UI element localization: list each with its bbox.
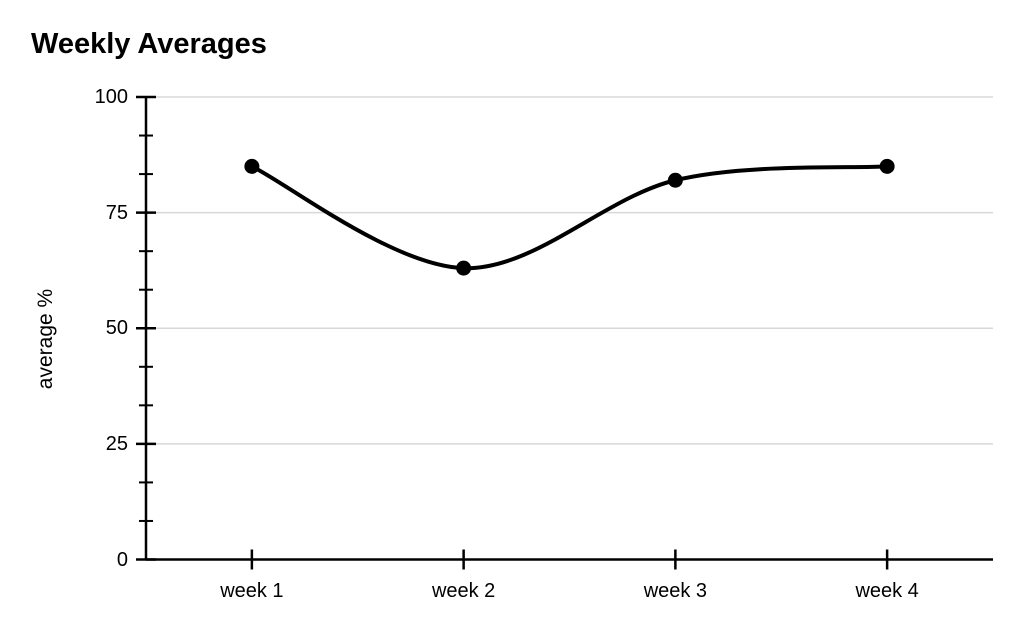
x-tick-label-week-1: week 1: [220, 579, 284, 602]
y-tick-label-100: 100: [94, 86, 128, 108]
y-tick-label-0: 0: [116, 548, 128, 571]
series-line: [249, 164, 890, 271]
y-tick-label-50: 50: [105, 317, 128, 340]
data-point-week-3: [667, 172, 683, 188]
y-tick-label-75: 75: [105, 201, 128, 224]
data-point-week-1: [244, 158, 260, 174]
data-point-week-4: [879, 158, 895, 174]
chart-title: Weekly Averages: [31, 28, 267, 60]
y-tick-label-25: 25: [105, 432, 128, 455]
x-tick-label-week-4: week 4: [855, 579, 919, 602]
x-tick-label-week-3: week 3: [643, 579, 708, 602]
x-tick-label-week-2: week 2: [431, 579, 496, 602]
data-point-week-2: [456, 260, 472, 276]
